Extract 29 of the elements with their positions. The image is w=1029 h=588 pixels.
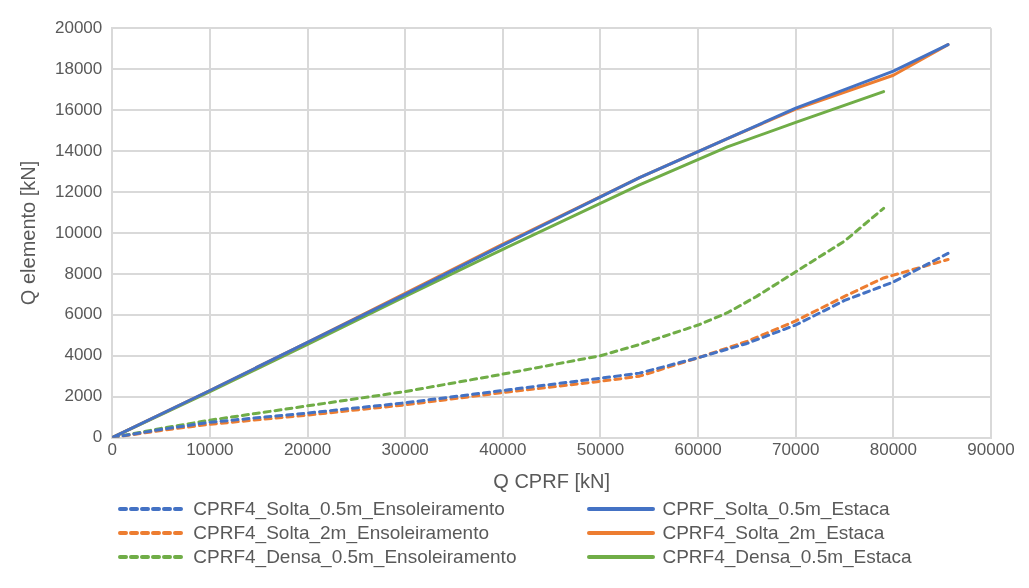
x-tick-label: 40000	[479, 440, 527, 460]
x-tick-label: 0	[107, 440, 118, 460]
y-tick-label: 16000	[54, 99, 103, 119]
y-tick-label: 10000	[54, 222, 103, 242]
legend-label: CPRF_Solta_0.5m_Estaca	[662, 498, 890, 520]
y-tick-label: 8000	[64, 263, 103, 283]
x-tick-label: 30000	[381, 440, 429, 460]
y-tick-label: 0	[92, 427, 103, 447]
legend-label: CPRF4_Solta_2m_Estaca	[662, 522, 885, 544]
x-tick-label: 20000	[283, 440, 332, 460]
x-tick-label: 10000	[186, 440, 234, 460]
x-tick-label: 60000	[674, 440, 722, 460]
legend-label: CPRF4_Densa_0.5m_Ensoleiramento	[193, 546, 517, 568]
legend-label: CPRF4_Solta_2m_Ensoleiramento	[193, 522, 489, 544]
y-tick-label: 14000	[54, 140, 103, 160]
y-axis-title: Q elemento [kN]	[16, 160, 39, 306]
x-tick-label: 70000	[772, 440, 820, 460]
legend-label: CPRF4_Solta_0.5m_Ensoleiramento	[193, 498, 505, 520]
legend-label: CPRF4_Densa_0.5m_Estaca	[662, 546, 912, 568]
y-tick-label: 18000	[54, 58, 103, 78]
x-tick-label: 80000	[869, 440, 917, 460]
y-tick-label: 2000	[64, 386, 103, 406]
x-tick-label: 90000	[967, 440, 1015, 460]
y-tick-label: 12000	[54, 181, 103, 201]
y-tick-label: 4000	[64, 345, 103, 365]
y-tick-label: 20000	[54, 17, 103, 37]
x-tick-label: 50000	[576, 440, 625, 460]
x-axis-title: Q CPRF [kN]	[493, 469, 610, 492]
y-tick-label: 6000	[64, 304, 103, 324]
